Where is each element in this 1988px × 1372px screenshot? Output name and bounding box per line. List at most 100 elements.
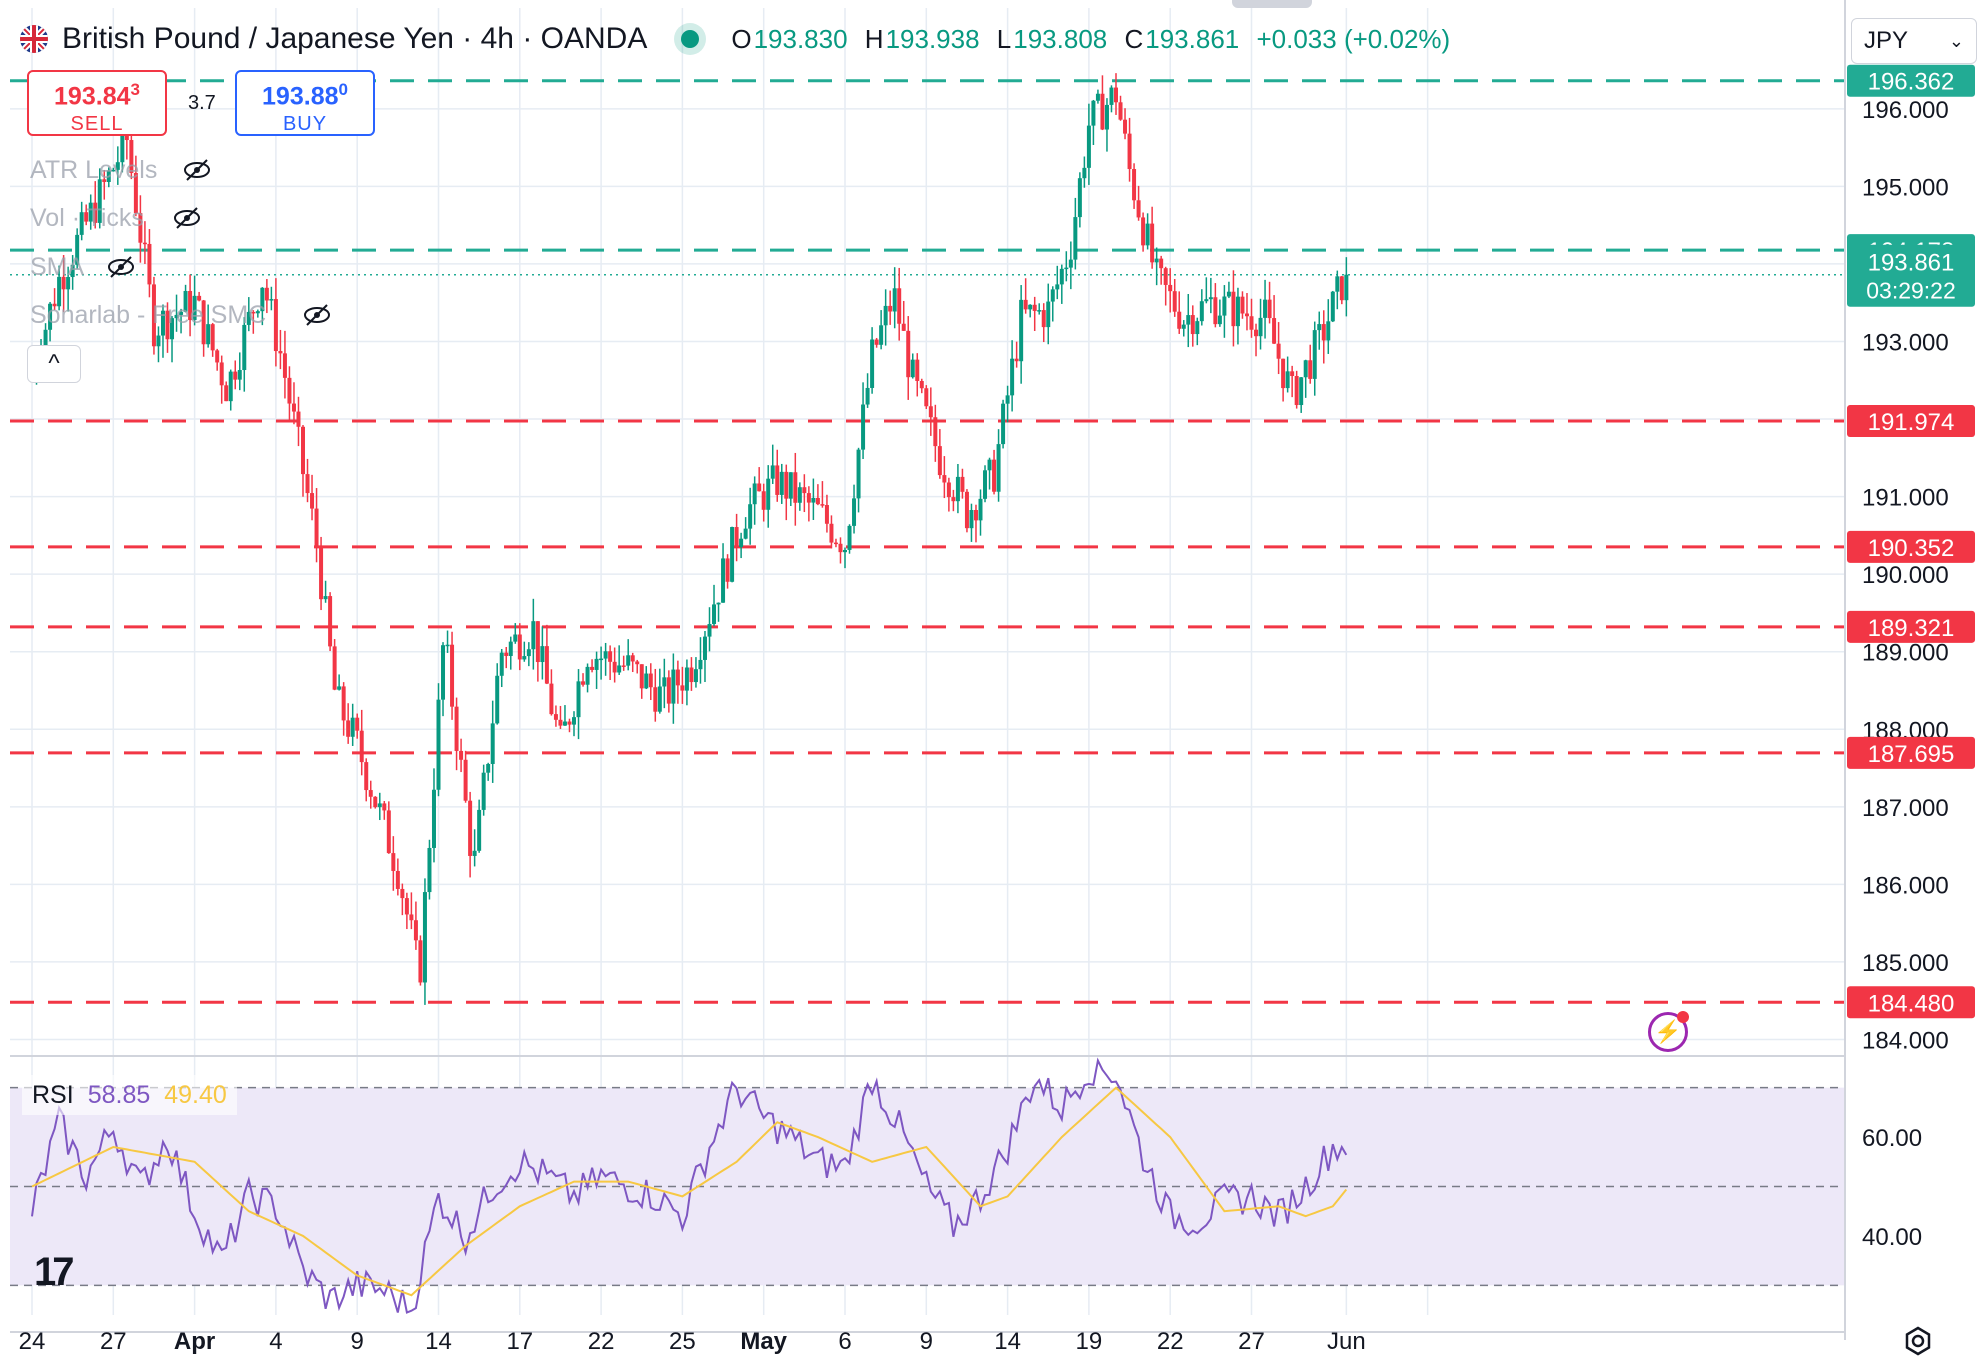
indicator-sma[interactable]: SMA [30, 253, 85, 281]
candle-body [856, 449, 861, 499]
candle-body [1154, 258, 1159, 263]
candle-body [752, 483, 757, 505]
candle-body [291, 403, 296, 412]
candle-body [70, 264, 75, 278]
time-tick-label: 9 [920, 1328, 933, 1355]
candle-body [680, 685, 685, 691]
candle-body [111, 169, 116, 172]
candle-body [788, 472, 793, 499]
high-value: 193.938 [885, 23, 980, 54]
candle-body [1308, 360, 1313, 379]
level-price-tag [1847, 986, 1975, 1019]
time-tick-label: 25 [669, 1328, 696, 1355]
collapse-legend-button[interactable]: ^ [27, 345, 81, 383]
level-price-text: 189.321 [1868, 615, 1955, 642]
level-price-tag [1847, 405, 1975, 438]
candle-body [1303, 360, 1308, 378]
candle-body [861, 404, 866, 450]
candle-body [1281, 358, 1286, 389]
candle-body [332, 646, 337, 690]
candle-body [1190, 315, 1195, 335]
symbol-title[interactable]: British Pound / Japanese Yen · 4h · OAND… [62, 22, 648, 55]
tradingview-logo[interactable]: 17 [34, 1250, 74, 1294]
flash-alert-icon[interactable]: ⚡ [1648, 1011, 1689, 1052]
rsi-legend[interactable]: RSI 58.85 49.40 [22, 1075, 237, 1115]
indicator-vol-ticks[interactable]: Vol · Ticks [30, 204, 144, 232]
hidden-eye-icon[interactable] [182, 158, 212, 182]
candle-body [441, 645, 446, 700]
hidden-eye-icon[interactable] [302, 303, 332, 327]
candle-body [1059, 268, 1064, 285]
candle-body [793, 472, 798, 503]
candle-body [1330, 291, 1335, 322]
candle-body [106, 170, 111, 182]
currency-select[interactable]: JPY ⌄ [1851, 18, 1977, 64]
candle-body [870, 339, 875, 388]
candle-body [301, 426, 305, 475]
ohlc-readout: O193.830 H193.938 L193.808 C193.861 +0.0… [731, 23, 1451, 54]
price-tick-label: 187.000 [1862, 795, 1949, 822]
candle-body [743, 528, 748, 539]
buy-label: BUY [282, 113, 328, 136]
candle-body [594, 658, 599, 670]
candle-body [621, 665, 626, 667]
level-price-text: 190.352 [1868, 535, 1955, 562]
candle-body [590, 666, 595, 670]
candle-body [653, 687, 658, 712]
candle-body [847, 525, 852, 550]
candle-body [79, 212, 84, 235]
rsi-ma-value: 49.40 [164, 1080, 227, 1109]
buy-button[interactable]: 193.880 BUY [235, 70, 375, 136]
candle-body [66, 277, 71, 290]
candle-body [151, 284, 156, 347]
candle-body [1272, 318, 1277, 344]
hidden-eye-icon[interactable] [106, 255, 136, 279]
candle-body [1249, 316, 1254, 330]
candle-body [933, 417, 938, 447]
candle-body [1217, 315, 1222, 325]
candle-body [612, 661, 617, 673]
candle-body [1109, 87, 1114, 105]
hidden-eye-icon[interactable] [172, 206, 202, 230]
candle-body [797, 487, 802, 503]
candle-body [1132, 169, 1137, 201]
candle-body [1095, 93, 1100, 101]
candle-body [883, 305, 888, 326]
candle-body [1118, 102, 1123, 120]
candle-body [468, 800, 473, 856]
candle-body [639, 664, 644, 689]
candle-body [1195, 321, 1200, 335]
candle-body [1321, 324, 1326, 341]
candle-body [540, 646, 545, 663]
indicator-atr-levels[interactable]: ATR Levels [30, 156, 158, 184]
candle-body [1145, 223, 1150, 246]
candle-body [287, 377, 292, 404]
time-tick-label: 4 [269, 1328, 282, 1355]
candle-body [1235, 296, 1240, 327]
candle-body [734, 527, 739, 548]
settings-gear-icon[interactable] [1902, 1325, 1934, 1357]
candle-body [635, 661, 640, 665]
candle-body [1082, 167, 1087, 179]
candle-body [657, 686, 662, 712]
candle-body [820, 504, 825, 506]
candle-body [1091, 100, 1096, 126]
sell-button[interactable]: 193.843 SELL [27, 70, 167, 136]
candle-body [57, 276, 62, 307]
candle-body [350, 717, 355, 737]
indicator-sonarlab-smc[interactable]: Sonarlab - Free SMC [30, 301, 267, 329]
time-tick-label: 27 [100, 1328, 127, 1355]
candle-body [603, 651, 608, 659]
candle-body [75, 234, 80, 265]
candle-body [1244, 313, 1249, 317]
candle-body [183, 290, 188, 312]
candle-body [269, 299, 274, 301]
top-drag-handle[interactable] [1232, 0, 1312, 8]
candle-body [1204, 299, 1209, 302]
candle-body [459, 750, 464, 760]
candle-body [838, 543, 843, 553]
candle-body [955, 476, 960, 502]
candle-body [386, 810, 391, 854]
time-tick-label: 19 [1076, 1328, 1103, 1355]
